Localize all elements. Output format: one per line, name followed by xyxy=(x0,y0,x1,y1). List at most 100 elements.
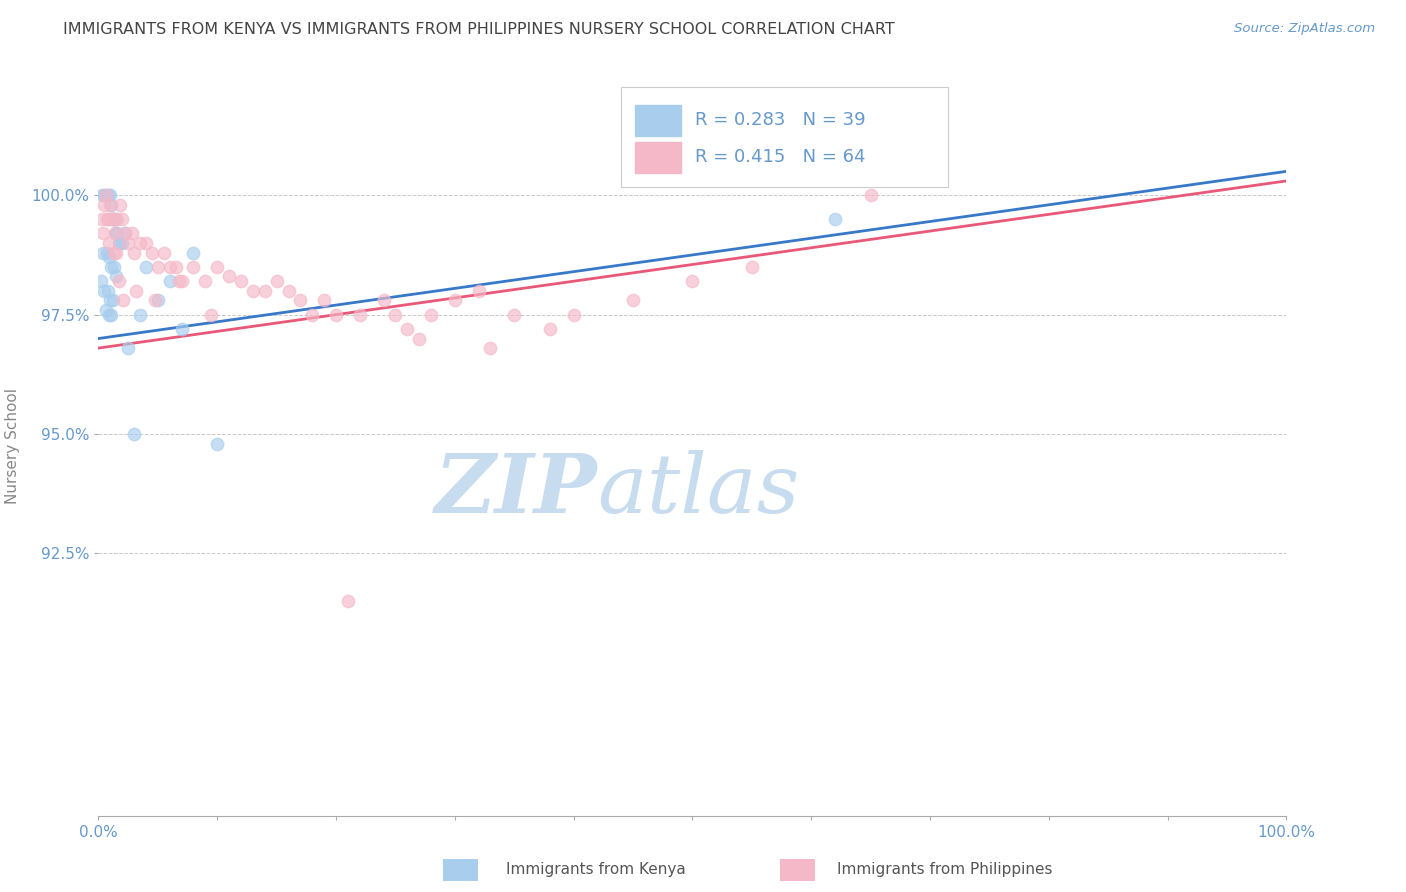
Point xyxy=(93,284,115,298)
FancyBboxPatch shape xyxy=(636,104,681,136)
Point xyxy=(97,212,120,227)
Point xyxy=(145,293,167,308)
Point xyxy=(503,308,526,322)
Point xyxy=(141,245,163,260)
Point xyxy=(107,235,129,250)
Point xyxy=(135,235,157,250)
Point xyxy=(90,274,112,288)
Point xyxy=(94,302,117,317)
Point xyxy=(96,212,118,227)
Point xyxy=(101,212,124,227)
Point xyxy=(122,427,145,442)
Point xyxy=(301,308,323,322)
Point xyxy=(105,245,128,260)
Point xyxy=(408,332,430,346)
Point xyxy=(97,284,120,298)
Point xyxy=(91,188,114,202)
Point xyxy=(349,308,371,322)
Point xyxy=(107,274,129,288)
Point xyxy=(94,188,117,202)
Point xyxy=(538,322,561,336)
Point xyxy=(93,188,115,202)
Point xyxy=(114,227,136,241)
Point xyxy=(146,260,169,274)
FancyBboxPatch shape xyxy=(780,859,815,881)
Point xyxy=(479,341,502,355)
Point xyxy=(100,260,122,274)
Point xyxy=(325,308,347,322)
Point xyxy=(253,284,276,298)
Point xyxy=(98,293,121,308)
Point xyxy=(98,235,121,250)
Point xyxy=(98,198,121,212)
Point xyxy=(373,293,395,308)
Point xyxy=(117,341,139,355)
Point xyxy=(444,293,467,308)
Point xyxy=(112,293,135,308)
Text: R = 0.415   N = 64: R = 0.415 N = 64 xyxy=(695,148,865,166)
Point xyxy=(218,269,240,284)
Point xyxy=(266,274,288,288)
Point xyxy=(91,227,114,241)
FancyBboxPatch shape xyxy=(443,859,478,881)
Point xyxy=(152,245,174,260)
Point xyxy=(205,260,228,274)
Text: atlas: atlas xyxy=(598,450,800,531)
Point xyxy=(104,212,127,227)
Point xyxy=(100,198,122,212)
Point xyxy=(98,250,121,264)
Point xyxy=(101,212,124,227)
Point xyxy=(125,284,148,298)
Point xyxy=(91,212,114,227)
Point xyxy=(824,212,846,227)
Point xyxy=(159,274,181,288)
Point xyxy=(122,245,145,260)
Point xyxy=(94,188,117,202)
Y-axis label: Nursery School: Nursery School xyxy=(6,388,20,504)
Point xyxy=(111,212,134,227)
Point xyxy=(384,308,406,322)
Point xyxy=(101,293,124,308)
Point xyxy=(103,245,125,260)
Point xyxy=(129,235,152,250)
Point xyxy=(200,308,222,322)
Text: Source: ZipAtlas.com: Source: ZipAtlas.com xyxy=(1234,22,1375,36)
Point xyxy=(467,284,489,298)
Point xyxy=(165,260,187,274)
Point xyxy=(129,308,152,322)
FancyBboxPatch shape xyxy=(621,87,948,187)
Point xyxy=(205,436,228,450)
Point xyxy=(167,274,190,288)
Point xyxy=(105,227,128,241)
Point xyxy=(741,260,763,274)
Text: Immigrants from Philippines: Immigrants from Philippines xyxy=(837,863,1052,877)
Point xyxy=(183,260,205,274)
Point xyxy=(170,274,193,288)
Point xyxy=(114,227,136,241)
Point xyxy=(100,212,122,227)
Point xyxy=(107,227,129,241)
Point xyxy=(91,245,114,260)
Point xyxy=(104,227,127,241)
Text: R = 0.283   N = 39: R = 0.283 N = 39 xyxy=(695,112,866,129)
Point xyxy=(336,594,359,608)
Point xyxy=(277,284,299,298)
Point xyxy=(314,293,336,308)
Point xyxy=(290,293,312,308)
FancyBboxPatch shape xyxy=(636,142,681,173)
Point xyxy=(242,284,264,298)
Text: ZIP: ZIP xyxy=(434,450,598,531)
Point xyxy=(159,260,181,274)
Point xyxy=(108,198,131,212)
Point xyxy=(146,293,169,308)
Point xyxy=(170,322,193,336)
Point xyxy=(681,274,703,288)
Text: IMMIGRANTS FROM KENYA VS IMMIGRANTS FROM PHILIPPINES NURSERY SCHOOL CORRELATION : IMMIGRANTS FROM KENYA VS IMMIGRANTS FROM… xyxy=(63,22,896,37)
Point xyxy=(229,274,252,288)
Point xyxy=(96,245,118,260)
Point xyxy=(111,235,134,250)
Point xyxy=(135,260,157,274)
Point xyxy=(97,188,120,202)
Point xyxy=(98,188,121,202)
Point xyxy=(100,308,122,322)
